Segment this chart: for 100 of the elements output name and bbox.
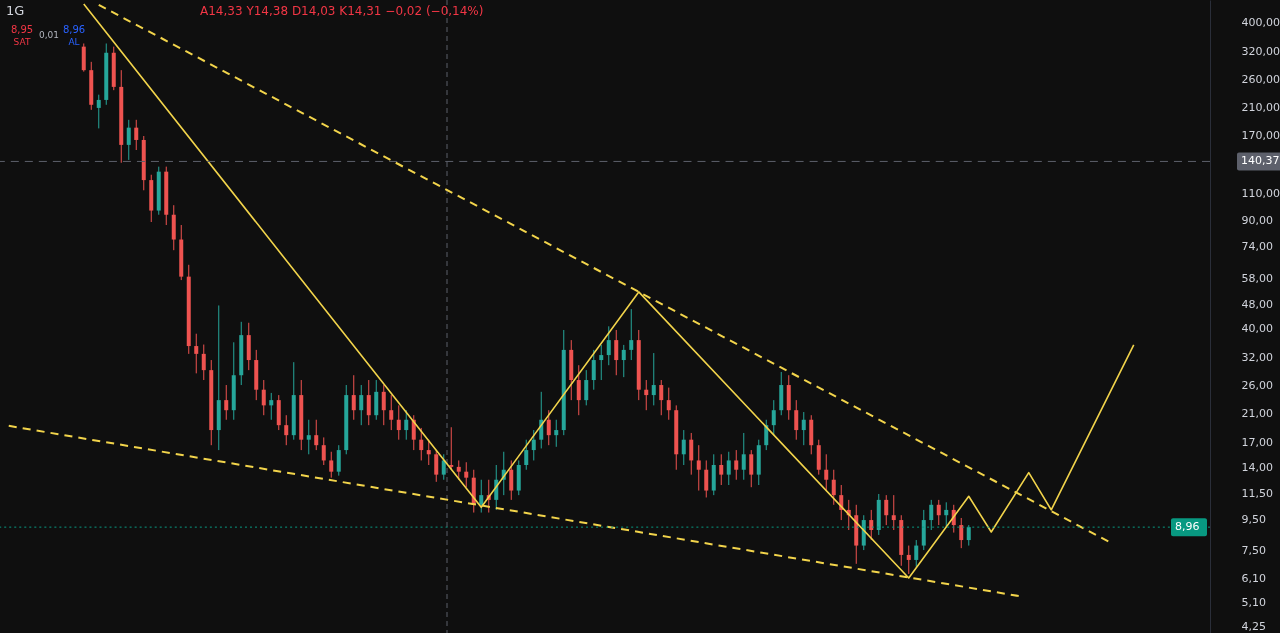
candlestick: [884, 494, 889, 526]
candlestick: [936, 499, 941, 526]
y-tick-label: 40,00: [1241, 321, 1273, 335]
candlestick: [606, 325, 611, 366]
candlestick: [269, 392, 274, 421]
candlestick: [734, 449, 739, 481]
candlestick: [134, 119, 139, 151]
candlestick: [599, 344, 604, 381]
candlestick: [629, 308, 634, 361]
y-tick-label: 6,10: [1241, 571, 1266, 585]
candlestick: [584, 369, 589, 406]
candlestick: [794, 399, 799, 441]
candlestick: [741, 432, 746, 481]
candlestick: [366, 379, 371, 426]
candlestick: [651, 352, 656, 406]
candlestick: [509, 459, 514, 501]
y-tick-label: 74,00: [1241, 240, 1273, 254]
candlestick: [321, 436, 326, 466]
candlestick: [396, 404, 401, 441]
y-tick-label: 58,00: [1241, 272, 1273, 286]
candlestick: [441, 453, 446, 481]
candlestick: [404, 409, 409, 441]
candlestick: [524, 439, 529, 471]
candlestick: [419, 427, 424, 461]
candlestick: [824, 453, 829, 492]
y-tick-label: 210,00: [1241, 101, 1280, 115]
candlestick: [449, 426, 454, 471]
candlestick: [801, 411, 806, 446]
y-tick-label: 32,00: [1241, 351, 1273, 365]
annotation: 0,01: [38, 30, 60, 40]
candlestick: [314, 419, 319, 451]
candlestick: [666, 387, 671, 421]
candlestick: [81, 42, 86, 73]
y-tick-label: 110,00: [1241, 187, 1280, 201]
annotation: AL: [68, 37, 80, 47]
candlestick: [614, 329, 619, 376]
candlestick: [261, 379, 266, 416]
candlestick: [479, 479, 484, 514]
y-tick-label: 14,00: [1241, 461, 1273, 475]
candlestick: [914, 539, 919, 568]
candlestick: [381, 384, 386, 426]
candlestick: [336, 444, 341, 477]
ref-line-label: 140,37: [1241, 154, 1280, 168]
candlestick: [306, 419, 311, 455]
candlestick: [546, 409, 551, 446]
candlestick: [554, 419, 559, 448]
candlestick: [224, 384, 229, 421]
y-tick-label: 21,00: [1241, 407, 1273, 421]
candlestick: [591, 349, 596, 391]
candlestick: [351, 374, 356, 421]
chart-title: 1G: [6, 3, 25, 18]
candlestick: [434, 449, 439, 483]
candlestick: [464, 461, 469, 488]
y-tick-label: 260,00: [1241, 73, 1280, 87]
candlestick: [96, 94, 101, 129]
candlestick: [959, 517, 964, 549]
candlestick: [696, 444, 701, 492]
y-tick-label: 9,50: [1241, 512, 1266, 526]
candlestick: [531, 429, 536, 461]
candlestick: [689, 432, 694, 476]
y-tick-label: 90,00: [1241, 214, 1273, 228]
candlestick: [831, 469, 836, 506]
y-tick-label: 5,10: [1241, 595, 1266, 609]
candlestick: [966, 524, 971, 547]
annotation: 8,95: [10, 24, 34, 35]
candlestick: [704, 459, 709, 498]
candlestick: [726, 451, 731, 486]
y-tick-label: 170,00: [1241, 129, 1280, 143]
candlestick: [201, 344, 206, 381]
candlestick: [764, 419, 769, 451]
candlestick: [891, 494, 896, 531]
candlestick: [359, 384, 364, 426]
y-tick-label: 320,00: [1241, 45, 1280, 59]
y-tick-label: 26,00: [1241, 379, 1273, 393]
candlestick: [329, 451, 334, 479]
candlestick: [389, 394, 394, 431]
candlestick: [426, 439, 431, 466]
y-tick-label: 400,00: [1241, 15, 1280, 29]
y-tick-label: 17,00: [1241, 435, 1273, 449]
candlestick: [749, 449, 754, 488]
candlestick: [284, 414, 289, 446]
candlestick: [194, 333, 199, 374]
candlestick: [576, 364, 581, 416]
y-tick-label: 11,50: [1241, 487, 1273, 501]
candlestick: [771, 399, 776, 436]
candlestick: [681, 429, 686, 466]
annotation: SAT: [13, 37, 31, 47]
annotation: A14,33 Y14,38 D14,03 K14,31 −0,02 (−0,14%): [200, 4, 484, 18]
candlestick: [944, 501, 949, 528]
y-tick-label: 7,50: [1241, 544, 1266, 558]
y-tick-label: 4,25: [1241, 619, 1266, 633]
candlestick: [929, 499, 934, 531]
candlestick: [659, 379, 664, 416]
ref-line-label: 8,96: [1175, 520, 1200, 534]
candlestick: [126, 119, 131, 161]
candlestick: [374, 379, 379, 421]
candlestick: [644, 379, 649, 411]
annotation: 8,96: [62, 24, 86, 35]
y-tick-label: 48,00: [1241, 297, 1273, 311]
candlestick: [719, 453, 724, 486]
